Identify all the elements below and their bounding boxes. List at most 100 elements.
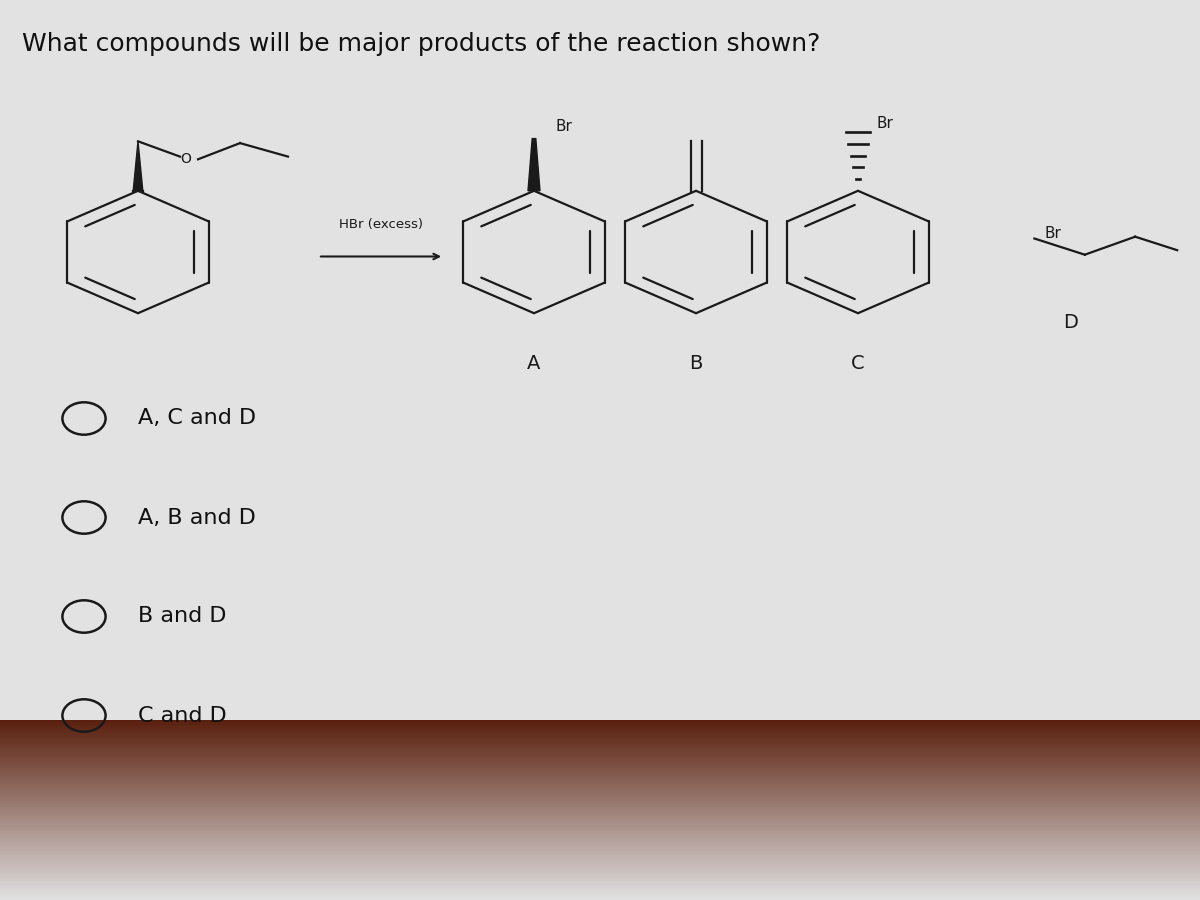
Bar xyxy=(0,752,1200,753)
Bar xyxy=(0,864,1200,866)
Bar xyxy=(0,894,1200,896)
Text: What compounds will be major products of the reaction shown?: What compounds will be major products of… xyxy=(22,32,820,56)
Bar xyxy=(0,875,1200,876)
Bar xyxy=(0,731,1200,732)
Bar xyxy=(0,873,1200,875)
Bar xyxy=(0,734,1200,735)
Text: C: C xyxy=(851,354,865,373)
Bar xyxy=(0,830,1200,831)
Bar xyxy=(0,898,1200,900)
Bar xyxy=(0,876,1200,877)
Bar xyxy=(0,879,1200,880)
Bar xyxy=(0,742,1200,744)
Bar xyxy=(0,857,1200,858)
Bar xyxy=(0,860,1200,861)
Bar xyxy=(0,848,1200,849)
Text: HBr (excess): HBr (excess) xyxy=(340,219,424,231)
Bar xyxy=(0,871,1200,873)
Bar xyxy=(0,804,1200,806)
Bar xyxy=(0,794,1200,795)
Bar xyxy=(0,825,1200,826)
Bar xyxy=(0,816,1200,817)
Bar xyxy=(0,826,1200,828)
Text: B: B xyxy=(689,354,703,373)
Bar xyxy=(0,796,1200,798)
Bar xyxy=(0,778,1200,780)
Bar xyxy=(0,839,1200,840)
Bar xyxy=(0,897,1200,898)
Bar xyxy=(0,795,1200,796)
Bar xyxy=(0,840,1200,842)
Bar xyxy=(0,870,1200,871)
Polygon shape xyxy=(528,139,540,191)
Bar xyxy=(0,749,1200,750)
Bar xyxy=(0,747,1200,749)
Bar xyxy=(0,798,1200,799)
Bar xyxy=(0,861,1200,862)
Bar xyxy=(0,806,1200,807)
Bar xyxy=(0,850,1200,852)
Bar xyxy=(0,758,1200,759)
Bar xyxy=(0,896,1200,897)
Bar xyxy=(0,750,1200,751)
Bar xyxy=(0,808,1200,810)
Bar xyxy=(0,772,1200,774)
Bar xyxy=(0,849,1200,850)
Bar xyxy=(0,885,1200,886)
Bar xyxy=(0,740,1200,741)
Bar xyxy=(0,862,1200,864)
Bar xyxy=(0,812,1200,813)
Polygon shape xyxy=(133,141,143,191)
Bar xyxy=(0,724,1200,726)
Bar xyxy=(0,777,1200,778)
Bar xyxy=(0,785,1200,786)
Bar xyxy=(0,788,1200,789)
Bar xyxy=(0,810,1200,812)
Bar xyxy=(0,729,1200,731)
Text: C and D: C and D xyxy=(138,706,227,725)
Bar xyxy=(0,738,1200,740)
Text: Br: Br xyxy=(1044,227,1061,241)
Bar xyxy=(0,852,1200,853)
Bar xyxy=(0,843,1200,844)
Bar xyxy=(0,786,1200,788)
Bar xyxy=(0,884,1200,885)
Bar xyxy=(0,767,1200,768)
Bar xyxy=(0,723,1200,724)
Bar xyxy=(0,813,1200,814)
Bar xyxy=(0,768,1200,769)
Bar xyxy=(0,762,1200,763)
Bar xyxy=(0,886,1200,888)
Bar xyxy=(0,735,1200,736)
Bar xyxy=(0,789,1200,790)
Bar xyxy=(0,736,1200,738)
Bar xyxy=(0,824,1200,825)
Bar xyxy=(0,844,1200,846)
Bar xyxy=(0,880,1200,882)
Bar xyxy=(0,776,1200,777)
Bar xyxy=(0,792,1200,794)
Text: A: A xyxy=(527,354,541,373)
Bar xyxy=(0,765,1200,767)
Bar xyxy=(0,817,1200,819)
Bar xyxy=(0,744,1200,745)
Bar xyxy=(0,888,1200,889)
Bar xyxy=(0,732,1200,733)
Bar xyxy=(0,834,1200,835)
Bar xyxy=(0,722,1200,723)
Bar xyxy=(0,720,1200,722)
Bar xyxy=(0,868,1200,870)
Bar xyxy=(0,866,1200,867)
Bar xyxy=(0,759,1200,760)
Bar xyxy=(0,842,1200,843)
Bar xyxy=(0,726,1200,727)
Bar xyxy=(0,771,1200,772)
Bar xyxy=(0,819,1200,821)
Bar xyxy=(0,781,1200,783)
Bar xyxy=(0,831,1200,832)
Bar xyxy=(0,821,1200,822)
Bar xyxy=(0,753,1200,754)
Bar xyxy=(0,770,1200,771)
Bar xyxy=(0,837,1200,839)
Bar xyxy=(0,756,1200,758)
